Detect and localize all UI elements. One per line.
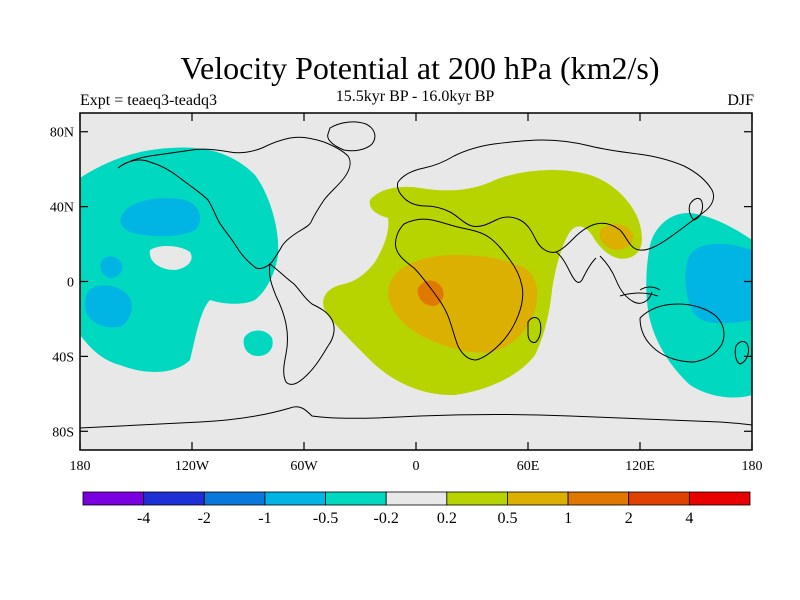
contour-region-west-pacific-core: [685, 243, 752, 324]
colorbar-label: -0.2: [374, 510, 399, 527]
plot-title: Velocity Potential at 200 hPa (km2/s): [180, 50, 660, 86]
colorbar-label: 0.2: [437, 510, 457, 527]
colorbar-swatch: [264, 491, 326, 506]
lon-tick-label: 0: [413, 459, 420, 474]
coastline-south-america: [269, 263, 335, 385]
colorbar-swatch: [143, 491, 205, 506]
colorbar-labels: -4 -2 -1 -0.5 -0.2 0.2 0.5 1 2 4: [137, 510, 693, 527]
coastline-madagascar: [527, 317, 542, 343]
colorbar-swatch: [203, 491, 266, 506]
coastline-eurasia: [397, 139, 715, 253]
contour-region-arabia-core: [599, 224, 634, 250]
lat-tick-label: 40N: [50, 201, 74, 216]
colorbar-label: 1: [564, 510, 572, 527]
lon-tick-label: 180: [70, 459, 91, 474]
contour-region-africa-max: [417, 280, 444, 306]
colorbar-label: -1: [258, 510, 271, 527]
latitude-axis: 80N 40N 0 40S 80S: [50, 126, 752, 440]
colorbar-swatch: [385, 491, 448, 506]
colorbar-label: -4: [137, 510, 150, 527]
coastline-australia: [639, 303, 725, 363]
coastline-se-asia: [599, 255, 653, 304]
contour-region-hawaii-core: [100, 256, 123, 278]
colorbar-swatch: [446, 491, 508, 506]
colorbar-label: -0.5: [313, 510, 338, 527]
coastline-indonesia: [619, 286, 661, 297]
longitude-axis: 180 120W 60W 0 60E 120E 180: [70, 113, 763, 474]
colorbar-label: 0.5: [497, 510, 517, 527]
coastline-north-america: [117, 136, 351, 269]
lat-tick-label: 0: [67, 276, 74, 291]
plot-subtitle: 15.5kyr BP - 16.0kyr BP: [335, 88, 495, 105]
colorbar-swatch: [507, 491, 569, 506]
coastline-greenland: [327, 121, 376, 152]
lon-tick-label: 120W: [175, 459, 210, 474]
lon-tick-label: 180: [742, 459, 763, 474]
season-label: DJF: [727, 92, 754, 109]
experiment-label: Expt = teaeq3-teadq3: [80, 92, 217, 109]
colorbar-swatch: [567, 491, 630, 506]
colorbar-swatch: [325, 491, 387, 506]
contour-region-north-pacific-core: [120, 198, 201, 237]
lon-tick-label: 60W: [290, 459, 318, 474]
coastline-africa: [395, 218, 524, 361]
contour-fill-layer: [80, 147, 752, 398]
lat-tick-label: 80N: [50, 126, 74, 141]
contour-region-east-pacific-core: [85, 285, 132, 328]
lat-tick-label: 80S: [52, 425, 74, 440]
colorbar-swatch: [628, 491, 690, 506]
lat-tick-label: 40S: [52, 350, 74, 365]
colorbar-swatch: [688, 491, 751, 506]
coastline-antarctica: [80, 406, 752, 429]
coastline-new-zealand: [734, 341, 749, 365]
lon-tick-label: 60E: [517, 459, 540, 474]
contour-region-south-america-negative: [243, 330, 273, 356]
contour-region-africa-core: [388, 255, 538, 353]
lon-tick-label: 120E: [625, 459, 655, 474]
colorbar-label: -2: [198, 510, 211, 527]
colorbar-label: 2: [625, 510, 633, 527]
coastline-japan: [688, 197, 703, 221]
contour-region-pacific-hole: [149, 246, 192, 270]
coastline-layer: [80, 121, 752, 429]
coastline-india: [555, 251, 597, 283]
colorbar-swatch: [82, 491, 145, 506]
colorbar-label: 4: [685, 510, 693, 527]
colorbar: [82, 491, 751, 506]
